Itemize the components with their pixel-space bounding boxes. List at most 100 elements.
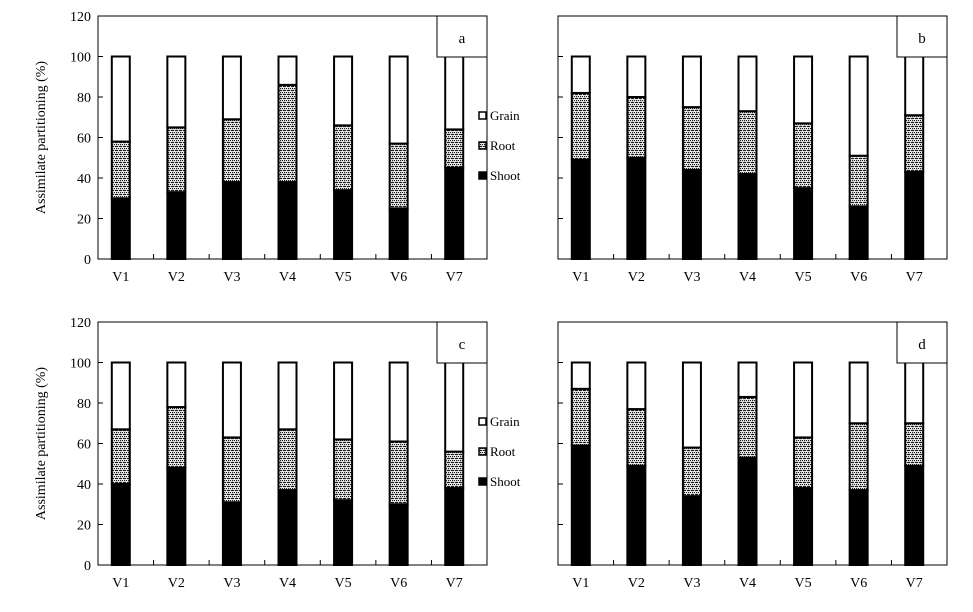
x-tick-label: V7 xyxy=(906,270,923,285)
legend-label: Shoot xyxy=(490,474,521,489)
panel-label: a xyxy=(459,31,466,47)
bar-grain xyxy=(904,361,925,425)
bar-grain xyxy=(626,55,647,98)
bar-root xyxy=(221,118,242,184)
legend-label: Shoot xyxy=(490,168,521,183)
x-tick-label: V4 xyxy=(739,576,756,591)
bar-grain xyxy=(166,55,187,129)
bar-shoot xyxy=(221,501,242,567)
bar-grain xyxy=(333,55,354,127)
bar-shoot xyxy=(681,168,702,260)
bar-shoot xyxy=(444,166,465,260)
x-tick-label: V6 xyxy=(850,576,867,591)
x-tick-label: V1 xyxy=(572,576,589,591)
x-tick-label: V7 xyxy=(446,576,463,591)
legend-swatch-grain xyxy=(478,417,487,426)
bar-shoot xyxy=(166,466,187,566)
x-tick-label: V7 xyxy=(446,270,463,285)
y-tick-label: 40 xyxy=(77,172,91,187)
bar-grain xyxy=(166,361,187,409)
bar-root xyxy=(848,422,869,492)
y-tick-label: 80 xyxy=(77,91,91,106)
bar-shoot xyxy=(333,189,354,260)
panel-d: V1 V2 V3 V4 V5 V6 V7 d xyxy=(557,321,948,591)
panel-c: 0 20 40 60 80 100 120 Assimilate partitioning (… xyxy=(34,316,521,591)
y-tick-label: 0 xyxy=(84,559,91,574)
panel-label-box xyxy=(436,321,488,364)
bar-grain xyxy=(221,55,242,121)
bar-root xyxy=(737,110,758,175)
legend-label: Grain xyxy=(490,414,520,429)
y-tick-label: 40 xyxy=(77,478,91,493)
bar-grain xyxy=(904,55,925,117)
x-tick-label: V3 xyxy=(223,576,240,591)
x-tick-label: V5 xyxy=(795,270,812,285)
bar-root xyxy=(681,446,702,498)
bar-root xyxy=(388,142,409,210)
x-tick-label: V1 xyxy=(112,576,129,591)
x-tick-label: V6 xyxy=(850,270,867,285)
bar-root xyxy=(793,122,814,190)
bar-grain xyxy=(681,361,702,449)
bar-grain xyxy=(848,55,869,157)
panel-label-box xyxy=(896,15,948,58)
bar-shoot xyxy=(388,503,409,566)
bar-shoot xyxy=(570,158,591,260)
x-tick-label: V2 xyxy=(628,576,645,591)
bar-shoot xyxy=(904,170,925,260)
bar-root xyxy=(333,124,354,192)
bar-root xyxy=(444,128,465,169)
bar-root xyxy=(110,140,131,200)
x-tick-label: V6 xyxy=(390,576,407,591)
bar-root xyxy=(277,428,298,492)
bar-grain xyxy=(110,361,131,431)
bar-root xyxy=(277,83,298,184)
bar-shoot xyxy=(737,456,758,566)
bar-grain xyxy=(570,361,591,390)
bar-root xyxy=(388,440,409,506)
bar-grain xyxy=(277,55,298,86)
x-tick-label: V4 xyxy=(739,270,756,285)
bar-shoot xyxy=(737,172,758,260)
bar-root xyxy=(166,406,187,469)
bar-grain xyxy=(793,361,814,439)
bar-grain xyxy=(221,361,242,439)
panel-label: b xyxy=(918,31,926,47)
bar-root xyxy=(626,96,647,159)
x-tick-label: V6 xyxy=(390,270,407,285)
bar-grain xyxy=(388,361,409,443)
bar-root xyxy=(681,106,702,171)
bar-grain xyxy=(277,361,298,431)
x-tick-label: V2 xyxy=(168,576,185,591)
bar-root xyxy=(444,450,465,490)
bar-grain xyxy=(444,361,465,453)
x-tick-label: V1 xyxy=(572,270,589,285)
bar-shoot xyxy=(904,464,925,566)
bar-shoot xyxy=(166,191,187,260)
y-tick-label: 100 xyxy=(70,357,91,372)
legend-label: Root xyxy=(490,444,516,459)
bar-grain xyxy=(110,55,131,143)
bar-grain xyxy=(444,55,465,131)
bar-shoot xyxy=(626,464,647,566)
legend-swatch-shoot xyxy=(478,477,487,486)
panel-a: 0 20 40 60 80 100 120 Assimilate partitioning (… xyxy=(34,10,521,285)
bar-shoot xyxy=(110,483,131,566)
bar-root xyxy=(221,436,242,504)
bar-shoot xyxy=(681,495,702,566)
y-tick-label: 80 xyxy=(77,397,91,412)
y-tick-label: 0 xyxy=(84,253,91,268)
bar-root xyxy=(848,154,869,208)
bar-grain xyxy=(570,55,591,94)
x-tick-label: V5 xyxy=(335,270,352,285)
bar-shoot xyxy=(444,487,465,566)
bar-root xyxy=(793,436,814,490)
y-tick-label: 120 xyxy=(70,316,91,331)
bar-root xyxy=(626,408,647,467)
y-axis-label: Assimilate partitioning (%) xyxy=(34,367,49,521)
bar-grain xyxy=(737,55,758,113)
bar-root xyxy=(737,395,758,459)
bar-shoot xyxy=(388,207,409,260)
bar-root xyxy=(570,387,591,447)
